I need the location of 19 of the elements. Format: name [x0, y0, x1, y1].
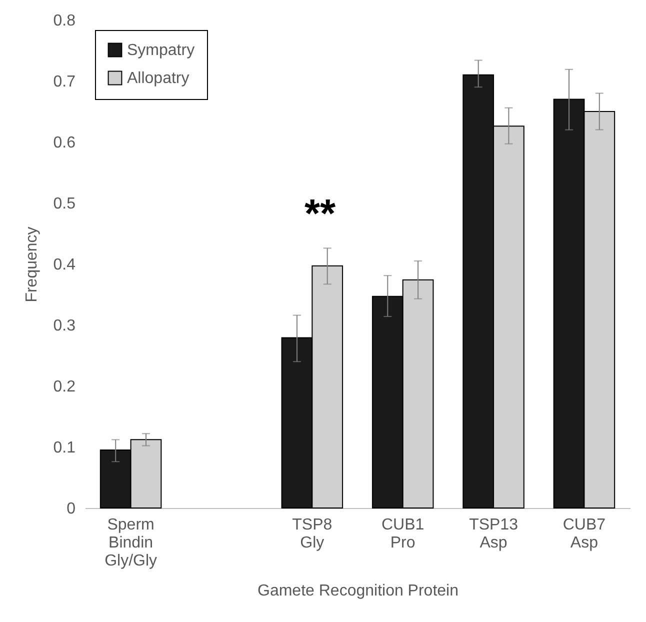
- y-tick-label: 0.4: [53, 256, 76, 274]
- y-tick-label: 0.7: [53, 74, 76, 90]
- legend-label: Sympatry: [127, 42, 195, 59]
- y-tick-label: 0.6: [53, 134, 76, 152]
- x-tick-label: Sperm Bindin Gly/Gly: [104, 516, 158, 570]
- x-tick-label: TSP13 Asp: [469, 516, 518, 552]
- y-tick-label: 0.2: [53, 378, 76, 396]
- y-tick-label: 0.8: [53, 12, 76, 30]
- y-tick-label: 0.3: [53, 318, 76, 334]
- y-tick-label: 0.1: [53, 440, 76, 456]
- y-axis-title: Frequency: [23, 226, 40, 302]
- y-tick-label: 0: [66, 500, 76, 518]
- x-tick-label: CUB1 Pro: [381, 516, 424, 552]
- x-tick-label: CUB7 Asp: [562, 516, 606, 552]
- x-axis-title: Gamete Recognition Protein: [258, 582, 458, 600]
- x-tick-label: TSP8 Gly: [292, 516, 332, 552]
- legend-label: Allopatry: [127, 70, 190, 87]
- y-tick-label: 0.5: [53, 196, 76, 212]
- annotation: **: [304, 192, 336, 236]
